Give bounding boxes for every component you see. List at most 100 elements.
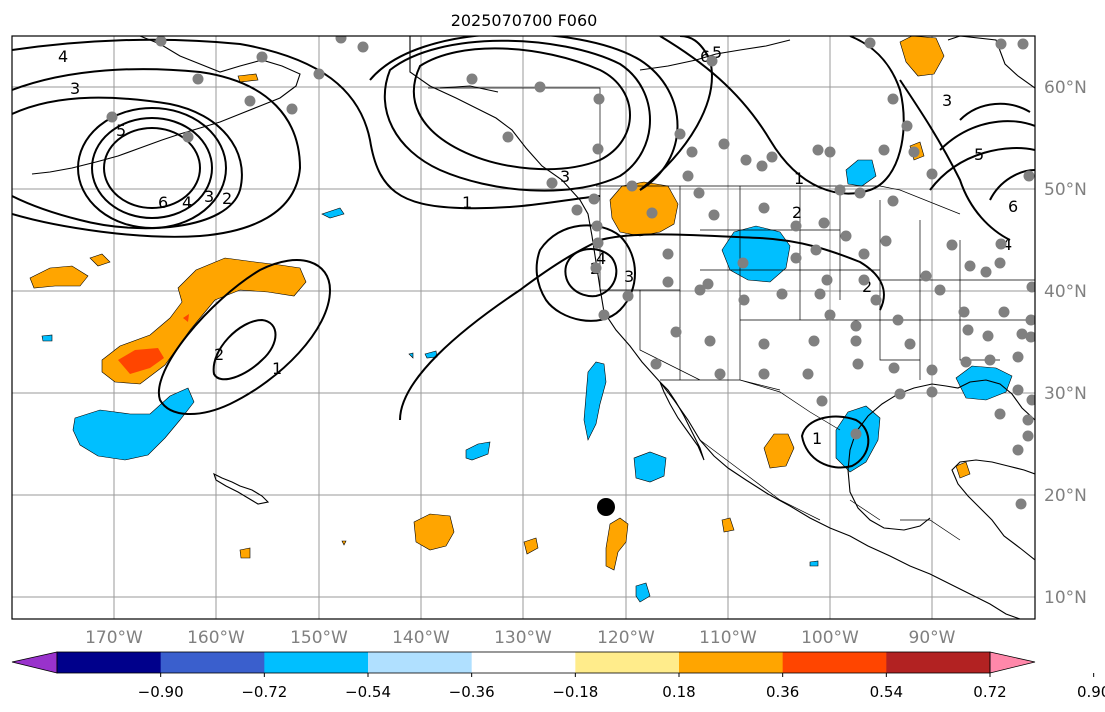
fill-orange-dot	[341, 540, 347, 546]
station-dot	[864, 37, 876, 49]
colorbar-segment	[782, 652, 887, 673]
station-dot	[758, 202, 770, 214]
contour-label: 2	[792, 203, 802, 222]
fill-blue-canada	[845, 159, 877, 187]
contour-label: 2	[862, 277, 872, 296]
station-dot	[590, 262, 602, 274]
colorbar-segment	[471, 652, 576, 673]
colorbar-segment	[886, 652, 991, 673]
station-dot	[182, 131, 194, 143]
contour-label: 6	[1008, 197, 1018, 216]
fill-orange-small-4	[721, 517, 735, 533]
station-dot	[878, 144, 890, 156]
station-dot	[887, 93, 899, 105]
station-dot	[810, 244, 822, 256]
colorbar-segment	[160, 652, 265, 673]
station-dot	[880, 235, 892, 247]
lon-tick-label: 130°W	[494, 628, 552, 648]
station-dot	[994, 257, 1006, 269]
lat-tick-label: 50°N	[1044, 180, 1087, 200]
station-dot	[1016, 328, 1028, 340]
station-dot	[926, 168, 938, 180]
station-dot	[591, 220, 603, 232]
contour-label: 3	[560, 167, 570, 186]
fill-blue-small-2	[41, 334, 53, 342]
figure-title: 2025070700 F060	[451, 11, 598, 30]
station-dot	[662, 276, 674, 288]
coast-north-america	[409, 36, 1035, 619]
station-dot	[926, 364, 938, 376]
station-dot	[850, 335, 862, 347]
lat-tick-label: 20°N	[1044, 486, 1087, 506]
station-dot	[718, 138, 730, 150]
lon-tick-label: 110°W	[699, 628, 757, 648]
station-dot	[704, 335, 716, 347]
colorbar-segment	[679, 652, 784, 673]
station-dot	[106, 111, 118, 123]
contour-label: 4	[1002, 235, 1012, 254]
colorbar-tick-label: 0.18	[662, 683, 695, 701]
colorbar-tick-label: 0.90	[1077, 683, 1105, 701]
station-dot	[192, 73, 204, 85]
station-dot	[682, 170, 694, 182]
station-dot	[588, 193, 600, 205]
station-dot	[870, 294, 882, 306]
station-dot	[840, 230, 852, 242]
colorbar-tick-label: −0.54	[345, 683, 391, 701]
contour-label: 4	[182, 193, 192, 212]
station-dot	[626, 180, 638, 192]
colorbar-tick-label: 0.36	[766, 683, 799, 701]
lon-tick-labels: 170°W 160°W 150°W 140°W 130°W 120°W 110°…	[85, 628, 956, 648]
fill-orange-islands	[413, 513, 455, 551]
station-dot	[335, 36, 347, 44]
contour-label: 1	[812, 429, 822, 448]
lat-tick-label: 10°N	[1044, 588, 1087, 608]
station-dot	[650, 358, 662, 370]
fill-blue-coast-strip	[583, 361, 607, 441]
station-dot	[858, 248, 870, 260]
station-dot	[737, 257, 749, 269]
colorbar-segment	[57, 652, 162, 673]
station-dot	[1025, 331, 1035, 343]
station-dot	[908, 146, 920, 158]
station-dot	[964, 260, 976, 272]
station-dot	[1025, 314, 1035, 326]
fill-blue-small-4	[408, 352, 414, 359]
colorbar-segment	[575, 652, 680, 673]
station-dot	[814, 288, 826, 300]
station-dot	[756, 160, 768, 172]
station-dot	[1022, 414, 1034, 426]
colorbar	[11, 651, 1036, 674]
station-dot	[934, 284, 946, 296]
contour-label: 3	[624, 267, 634, 286]
fill-orange-mexico	[763, 433, 795, 469]
station-dot	[1012, 384, 1024, 396]
fill-orange-small-1	[89, 253, 111, 267]
station-dot	[592, 143, 604, 155]
station-dot	[834, 184, 846, 196]
station-dot	[674, 128, 686, 140]
station-dot	[946, 239, 958, 251]
contour-labels: 4 3 5 6 4 3 2 6 5 1 3 2 1 4 2 3 1 2 2 3 …	[58, 43, 1018, 448]
contour-label: 4	[58, 47, 68, 66]
station-dot	[995, 238, 1007, 250]
station-dot	[1012, 444, 1024, 456]
lat-tick-label: 60°N	[1044, 78, 1087, 98]
station-dot	[708, 209, 720, 221]
fill-blue-small-6	[635, 582, 651, 603]
station-dot	[738, 294, 750, 306]
colorbar-tick-label: −0.72	[241, 683, 287, 701]
fill-blue-small-5	[465, 441, 491, 461]
station-dot	[776, 288, 788, 300]
station-dot	[901, 120, 913, 132]
station-dot	[812, 144, 824, 156]
station-dot	[958, 306, 970, 318]
lat-tick-label: 40°N	[1044, 282, 1087, 302]
contour-label: 1	[794, 169, 804, 188]
map-area: 4 3 5 6 4 3 2 6 5 1 3 2 1 4 2 3 1 2 2 3 …	[12, 36, 1035, 619]
lon-tick-label: 150°W	[290, 628, 348, 648]
coast-hawaii	[213, 472, 270, 505]
coast-canada-arctic	[439, 39, 791, 93]
station-dot	[466, 73, 478, 85]
station-dot	[858, 274, 870, 286]
